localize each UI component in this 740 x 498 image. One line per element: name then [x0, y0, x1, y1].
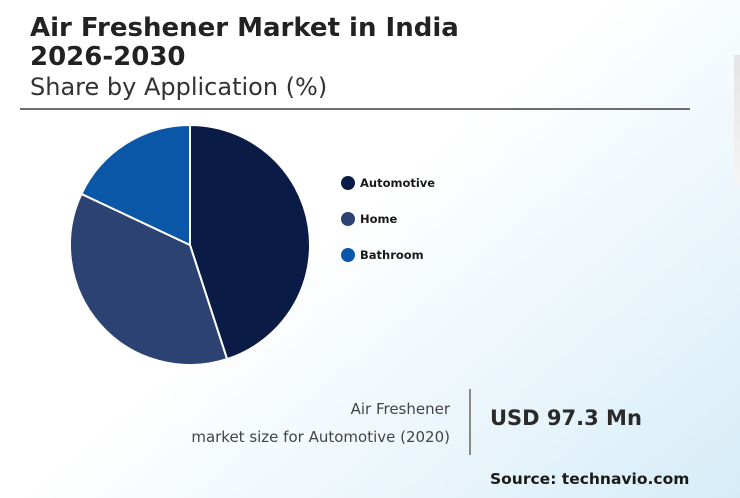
- legend-label: Home: [360, 212, 398, 226]
- source-credit: Source: technavio.com: [490, 470, 690, 488]
- legend-label: Automotive: [360, 176, 436, 190]
- pie-chart: [69, 123, 312, 366]
- stat-value: USD 97.3 Mn: [490, 406, 642, 430]
- edge-tab: [734, 55, 740, 185]
- legend-swatch: [341, 248, 355, 262]
- stat-divider: [469, 389, 471, 455]
- pie-slice-bathroom: [80, 123, 191, 247]
- legend-label: Bathroom: [360, 248, 424, 262]
- stat-label-line2: market size for Automotive (2020): [191, 428, 450, 446]
- chart-title: Air Freshener Market in India 2026-2030: [30, 13, 459, 72]
- legend-swatch: [341, 212, 355, 226]
- chart-subtitle: Share by Application (%): [30, 73, 328, 101]
- pie-slice-home: [69, 192, 229, 366]
- legend-swatch: [341, 176, 355, 190]
- pie-slice-automotive: [189, 123, 312, 361]
- header-divider: [20, 108, 690, 110]
- stat-label-line1: Air Freshener: [350, 400, 450, 418]
